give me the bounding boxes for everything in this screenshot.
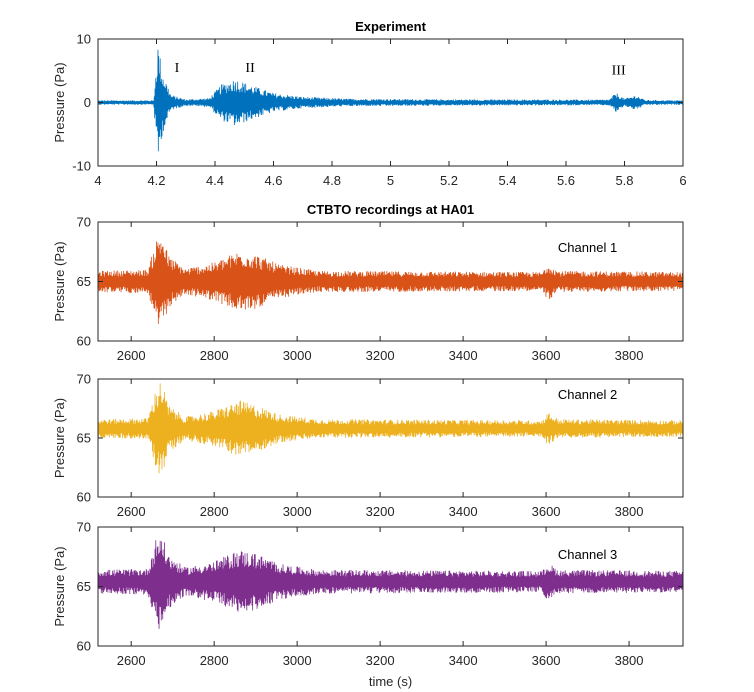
x-tick-label: 3800 (615, 653, 644, 668)
x-tick-label: 4.6 (264, 173, 282, 188)
annotation-label: Channel 1 (558, 240, 617, 255)
x-tick-label: 2600 (117, 348, 146, 363)
x-tick-label: 3200 (366, 348, 395, 363)
x-tick-label: 3600 (532, 504, 561, 519)
y-axis-label: Pressure (Pa) (52, 62, 67, 142)
x-tick-label: 4.8 (323, 173, 341, 188)
subplot-4: 2600 2800 3000 3200 3400 3600 3800 60 65 70 Pressu… (52, 520, 684, 689)
chart-title: CTBTO recordings at HA01 (307, 202, 474, 217)
y-tick-label: 70 (77, 215, 91, 230)
x-tick-label: 6 (679, 173, 686, 188)
y-tick-label: 60 (77, 334, 91, 349)
x-tick-label: 3000 (283, 348, 312, 363)
x-tick-label: 3000 (283, 504, 312, 519)
x-tick-label: 3200 (366, 504, 395, 519)
x-tick-label: 3400 (449, 504, 478, 519)
x-tick-label: 5.2 (440, 173, 458, 188)
y-tick-label: 65 (77, 579, 91, 594)
signal-trace (98, 241, 683, 324)
x-axis-label: time (s) (369, 674, 412, 689)
y-tick-label: 60 (77, 639, 91, 654)
y-tick-label: 0 (84, 95, 91, 110)
y-tick-label: 70 (77, 520, 91, 535)
chart-title: Experiment (355, 19, 426, 34)
x-tick-label: 2800 (200, 348, 229, 363)
x-tick-label: 2600 (117, 653, 146, 668)
annotation-label: I (175, 61, 180, 76)
subplot-2: 2600 2800 3000 3200 3400 3600 3800 60 65 70 Pressu… (52, 202, 684, 363)
x-tick-label: 5.4 (498, 173, 516, 188)
annotation-label: III (612, 64, 626, 79)
y-tick-label: 65 (77, 274, 91, 289)
y-tick-label: -10 (72, 159, 91, 174)
y-axis-label: Pressure (Pa) (52, 398, 67, 478)
annotation-label: Channel 2 (558, 387, 617, 402)
x-tick-label: 5.8 (615, 173, 633, 188)
x-tick-label: 3800 (615, 348, 644, 363)
signal-trace (98, 383, 683, 474)
x-tick-label: 3000 (283, 653, 312, 668)
x-tick-label: 3200 (366, 653, 395, 668)
subplot-3: 2600 2800 3000 3200 3400 3600 3800 60 65 70 Pressu… (52, 372, 684, 519)
x-tick-label: 3400 (449, 653, 478, 668)
subplot-1: 4 4.2 4.4 4.6 4.8 5 5.2 5.4 5.6 5.8 6 -10 0 10 Pressur… (52, 19, 687, 188)
x-tick-label: 4.2 (147, 173, 165, 188)
x-tick-label: 2800 (200, 653, 229, 668)
x-tick-label: 2600 (117, 504, 146, 519)
y-axis-label: Pressure (Pa) (52, 241, 67, 321)
x-tick-label: 2800 (200, 504, 229, 519)
signal-trace (98, 49, 683, 152)
x-tick-label: 3600 (532, 348, 561, 363)
x-tick-label: 3800 (615, 504, 644, 519)
y-tick-label: 10 (77, 32, 91, 47)
x-tick-label: 5 (387, 173, 394, 188)
y-axis-label: Pressure (Pa) (52, 546, 67, 626)
x-tick-label: 5.6 (557, 173, 575, 188)
annotation-label: Channel 3 (558, 547, 617, 562)
x-tick-label: 3400 (449, 348, 478, 363)
x-tick-label: 4.4 (206, 173, 224, 188)
signal-trace (98, 540, 683, 629)
y-tick-label: 65 (77, 431, 91, 446)
y-tick-label: 60 (77, 490, 91, 505)
x-tick-label: 3600 (532, 653, 561, 668)
x-tick-label: 4 (94, 173, 101, 188)
y-tick-label: 70 (77, 372, 91, 387)
annotation-label: II (245, 61, 255, 76)
